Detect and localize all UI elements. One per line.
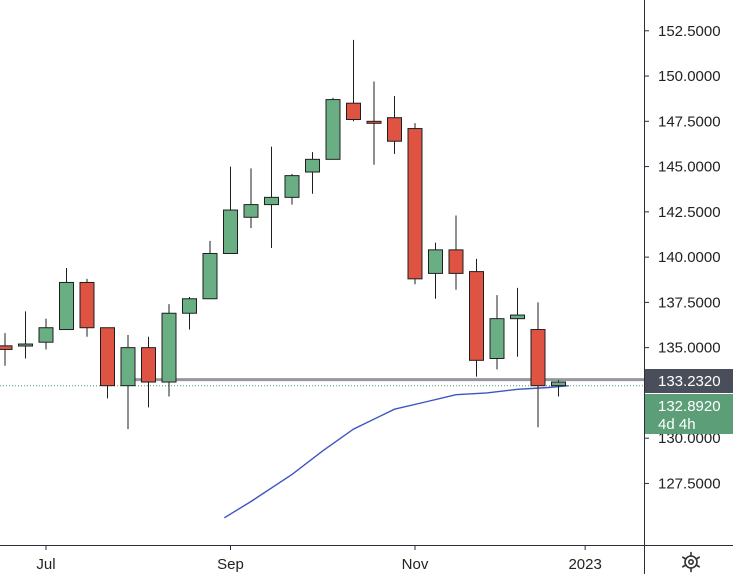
price-label: 132.8920 <box>658 398 721 415</box>
candle[interactable] <box>120 334 136 430</box>
candle-body <box>346 102 361 121</box>
candle-body <box>428 249 443 274</box>
levels-layer <box>0 378 644 387</box>
candle-body <box>161 312 177 383</box>
y-tick-label: 130.0000 <box>658 430 721 447</box>
candle[interactable] <box>387 95 402 154</box>
candle[interactable] <box>79 278 95 337</box>
y-tick-label: 137.5000 <box>658 294 721 311</box>
candle[interactable] <box>141 336 156 408</box>
gear-icon <box>681 551 701 573</box>
price-labels: 133.2320 132.8920 4d 4h <box>645 369 733 434</box>
candle[interactable] <box>510 287 525 357</box>
candle[interactable] <box>551 380 566 397</box>
candle-body <box>59 281 74 331</box>
candle-body <box>387 117 402 142</box>
candle-body <box>38 327 54 343</box>
candle-body <box>0 345 13 350</box>
candle[interactable] <box>428 242 443 299</box>
y-tick-label: 142.5000 <box>658 204 721 221</box>
y-tick-label: 140.0000 <box>658 249 721 266</box>
settings-gear-button[interactable] <box>677 549 705 575</box>
y-tick-label: 135.0000 <box>658 340 721 357</box>
y-tick-label: 145.0000 <box>658 159 721 176</box>
candle[interactable] <box>18 311 33 359</box>
countdown-label: 4d 4h <box>658 416 696 433</box>
price-axis[interactable]: 152.5000 150.0000 147.5000 145.0000 142.5000… <box>644 23 721 493</box>
candle[interactable] <box>346 39 361 122</box>
candle-body <box>284 175 300 198</box>
candles-layer <box>0 39 566 430</box>
x-tick-label: Sep <box>217 556 244 573</box>
candle-body <box>264 196 279 206</box>
candle[interactable] <box>161 304 177 397</box>
y-tick-label: 147.5000 <box>658 113 721 130</box>
candle-body <box>530 329 546 387</box>
candle-body <box>305 158 320 173</box>
level-label-bg <box>645 369 733 393</box>
candle[interactable] <box>0 333 13 366</box>
moving-average-line <box>223 385 569 519</box>
candle-body <box>551 381 566 387</box>
candle-body <box>366 120 382 124</box>
candle-body <box>120 347 136 387</box>
candle[interactable] <box>59 267 74 331</box>
x-tick-label: Jul <box>36 556 55 573</box>
candle-body <box>243 204 259 218</box>
x-tick-label: Nov <box>402 556 429 573</box>
candle[interactable] <box>366 81 382 165</box>
candle[interactable] <box>407 123 423 285</box>
candle-body <box>469 271 484 361</box>
candle[interactable] <box>202 240 218 300</box>
candle-body <box>325 99 341 160</box>
candle-body <box>202 252 218 300</box>
candle[interactable] <box>305 152 320 194</box>
price-label-bg <box>645 394 733 434</box>
candle-body <box>182 298 197 314</box>
candle-body <box>448 249 464 274</box>
candle-body <box>141 347 156 383</box>
time-axis[interactable]: Jul Sep Nov 2023 <box>36 545 602 573</box>
y-tick-label: 152.5000 <box>658 23 721 40</box>
candle[interactable] <box>100 327 115 399</box>
candle-body <box>510 314 525 320</box>
candle[interactable] <box>325 97 341 160</box>
candle-body <box>100 327 115 387</box>
candle-body <box>489 318 505 360</box>
candle[interactable] <box>489 295 505 370</box>
candle[interactable] <box>264 146 279 249</box>
candle[interactable] <box>243 168 259 229</box>
candle-body <box>18 343 33 347</box>
level-label: 133.2320 <box>658 373 721 390</box>
y-tick-label: 127.5000 <box>658 475 721 492</box>
candle[interactable] <box>182 296 197 330</box>
candle[interactable] <box>284 173 300 205</box>
candle-body <box>407 128 423 280</box>
candle[interactable] <box>38 318 54 350</box>
candle-body <box>79 281 95 329</box>
candle[interactable] <box>448 215 464 290</box>
candle[interactable] <box>530 302 546 428</box>
candle-body <box>223 209 238 254</box>
candle[interactable] <box>223 166 238 254</box>
y-tick-label: 150.0000 <box>658 68 721 85</box>
candle[interactable] <box>469 258 484 377</box>
x-tick-label: 2023 <box>568 556 601 573</box>
moving-average-layer <box>223 385 569 519</box>
